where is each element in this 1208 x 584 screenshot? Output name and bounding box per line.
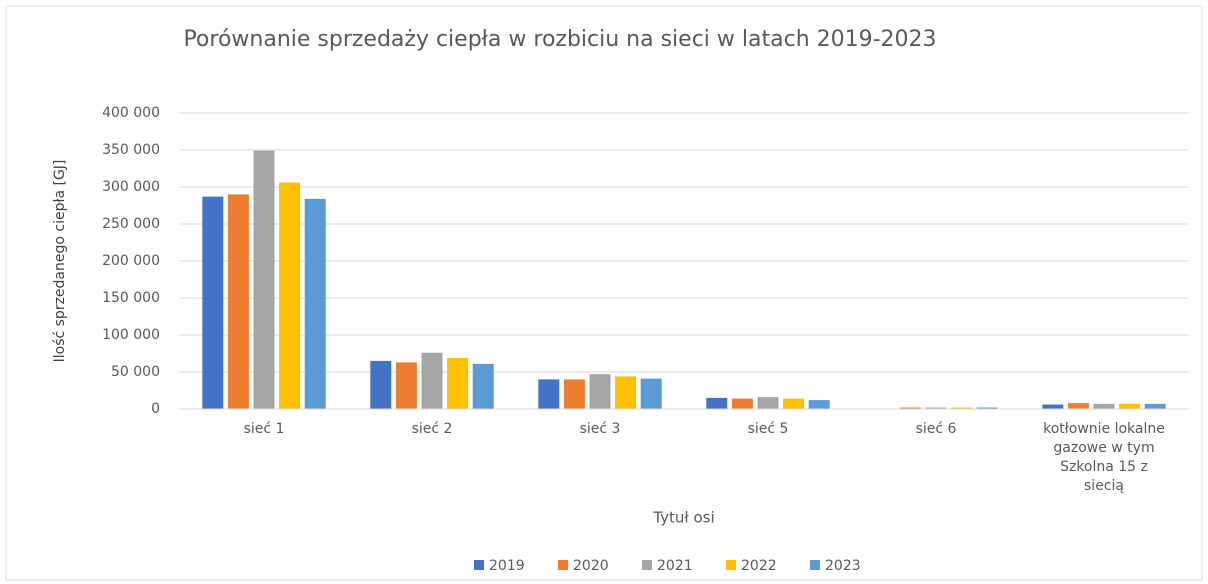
- x-tick-label: sieć 3: [579, 421, 621, 437]
- x-tick-label: sieć 5: [747, 421, 789, 437]
- legend-swatch: [726, 560, 736, 570]
- bar: [951, 407, 973, 409]
- legend-label: 2023: [825, 558, 861, 574]
- legend-swatch: [642, 560, 652, 570]
- x-tick-box: sieć 5: [747, 421, 789, 437]
- bar: [640, 378, 662, 409]
- y-tick-label: 150 000: [102, 290, 160, 306]
- y-tick-label: 100 000: [102, 327, 160, 343]
- bar: [808, 400, 830, 409]
- x-tick-box: sieć 3: [579, 421, 621, 437]
- bar: [563, 379, 585, 409]
- bar: [1144, 403, 1166, 409]
- y-tick-label: 350 000: [102, 142, 160, 158]
- legend-swatch: [558, 560, 568, 570]
- bar: [757, 397, 779, 409]
- legend-swatch: [810, 560, 820, 570]
- bar: [421, 352, 443, 409]
- bar: [731, 398, 753, 409]
- y-tick-label: 400 000: [102, 105, 160, 121]
- x-tick-label: sieć 1: [243, 421, 285, 437]
- bar: [976, 407, 998, 409]
- x-tick-label: sieć 6: [915, 421, 957, 437]
- y-tick-label: 200 000: [102, 253, 160, 269]
- bar: [925, 407, 947, 409]
- bar: [202, 196, 224, 409]
- x-tick-box: sieć 2: [411, 421, 453, 437]
- legend-label: 2019: [489, 558, 525, 574]
- bar: [1042, 404, 1064, 409]
- bar: [589, 374, 611, 409]
- bar: [472, 363, 494, 409]
- x-tick-box: sieć 1: [243, 421, 285, 437]
- bar: [1119, 403, 1141, 409]
- y-tick-label: 50 000: [111, 364, 160, 380]
- y-tick-label: 250 000: [102, 216, 160, 232]
- x-tick-box: kotłownie lokalne gazowe w tym Szkolna 1…: [1043, 421, 1165, 494]
- bar: [253, 150, 275, 410]
- legend-swatch: [474, 560, 484, 570]
- y-tick-label: 0: [151, 401, 160, 417]
- legend-label: 2020: [573, 558, 609, 574]
- bar: [1093, 403, 1115, 409]
- y-axis-title: Ilość sprzedanego ciepła [GJ]: [52, 160, 68, 363]
- legend-label: 2022: [741, 558, 777, 574]
- x-axis-title: Tytuł osi: [652, 509, 714, 527]
- x-tick-label: kotłownie lokalne gazowe w tym Szkolna 1…: [1043, 421, 1165, 494]
- bar: [706, 397, 728, 409]
- bar: [370, 360, 392, 409]
- bar: [279, 182, 301, 409]
- chart-title: Porównanie sprzedaży ciepła w rozbiciu n…: [183, 27, 937, 52]
- legend-label: 2021: [657, 558, 693, 574]
- bar: [304, 198, 326, 409]
- bar: [615, 376, 637, 409]
- bar: [447, 357, 469, 409]
- bar: [227, 194, 249, 409]
- bar: [395, 362, 417, 409]
- bar: [1067, 403, 1089, 409]
- title-box: Porównanie sprzedaży ciepła w rozbiciu n…: [183, 27, 937, 52]
- bar: [899, 407, 921, 409]
- bar: [538, 379, 560, 409]
- x-tick-box: sieć 6: [915, 421, 957, 437]
- y-tick-label: 300 000: [102, 179, 160, 195]
- bar: [783, 398, 805, 409]
- x-tick-label: sieć 2: [411, 421, 453, 437]
